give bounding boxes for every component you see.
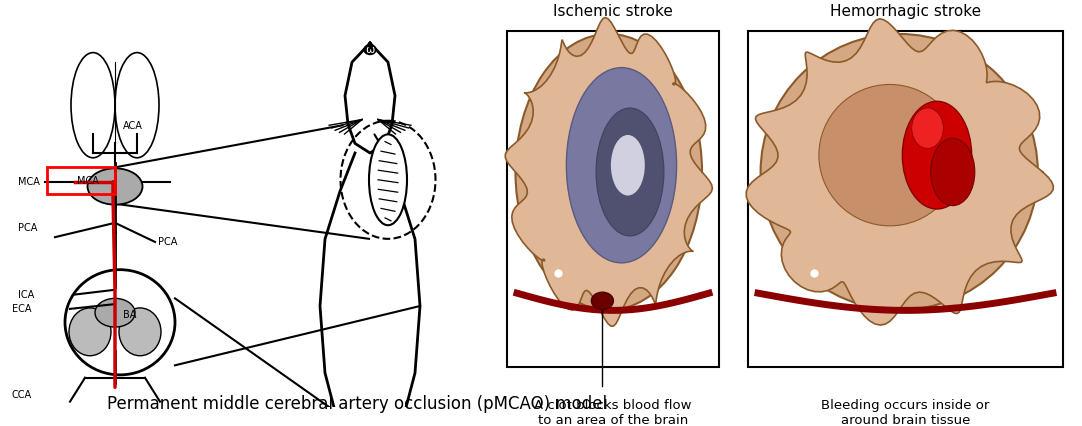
Text: A clot blocks blood flow
to an area of the brain: A clot blocks blood flow to an area of t… — [535, 399, 691, 426]
Text: ICA: ICA — [18, 290, 35, 299]
Ellipse shape — [566, 68, 676, 263]
Ellipse shape — [902, 101, 972, 209]
Text: Hemorrhagic stroke: Hemorrhagic stroke — [830, 4, 981, 19]
Text: ECA: ECA — [12, 304, 31, 314]
Bar — [748, 31, 1063, 367]
Ellipse shape — [912, 108, 944, 148]
Ellipse shape — [115, 52, 159, 158]
Polygon shape — [747, 19, 1053, 325]
Text: MCA: MCA — [18, 177, 40, 187]
Ellipse shape — [369, 134, 407, 225]
Ellipse shape — [95, 298, 135, 327]
Ellipse shape — [596, 108, 664, 236]
Text: ω: ω — [366, 45, 374, 55]
Bar — [47, 167, 115, 194]
Text: PCA: PCA — [18, 223, 38, 233]
Text: PCA: PCA — [158, 237, 177, 247]
Ellipse shape — [119, 308, 161, 356]
Ellipse shape — [71, 52, 115, 158]
Text: Permanent middle cerebral artery occlusion (pMCAO) model: Permanent middle cerebral artery occlusi… — [107, 395, 607, 413]
Ellipse shape — [819, 84, 961, 226]
Text: Ischemic stroke: Ischemic stroke — [553, 4, 673, 19]
Bar — [507, 31, 720, 367]
Text: ACA: ACA — [123, 121, 143, 131]
Ellipse shape — [611, 135, 645, 196]
Ellipse shape — [69, 308, 111, 356]
Ellipse shape — [88, 168, 143, 204]
Ellipse shape — [515, 34, 702, 310]
Text: Bleeding occurs inside or
around brain tissue: Bleeding occurs inside or around brain t… — [821, 399, 990, 426]
Text: MCA: MCA — [77, 176, 98, 186]
Ellipse shape — [931, 138, 975, 206]
Ellipse shape — [592, 292, 613, 309]
Text: BA: BA — [123, 310, 136, 320]
Ellipse shape — [761, 34, 1038, 310]
Ellipse shape — [364, 45, 377, 55]
Polygon shape — [505, 17, 712, 326]
Text: CCA: CCA — [12, 390, 32, 400]
